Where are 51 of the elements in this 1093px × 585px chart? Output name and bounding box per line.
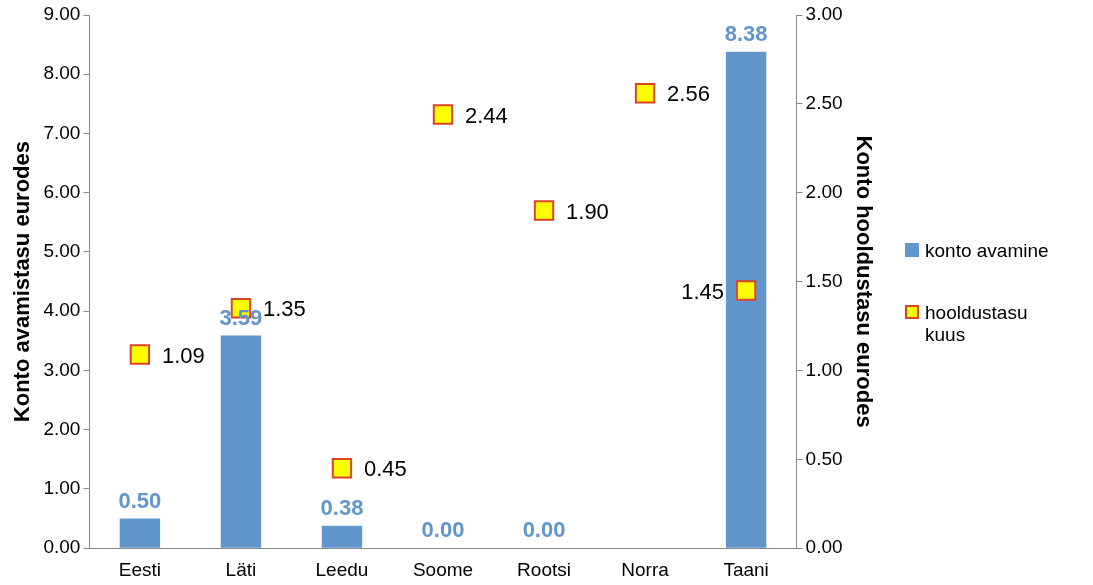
x-tick-label: Rootsi <box>517 558 571 580</box>
data-label: 0.00 <box>421 517 465 543</box>
y2-tick-label: 0.00 <box>805 536 843 558</box>
y-tick-label: 1.00 <box>43 477 81 499</box>
y2-axis-title: Konto hooldustasu eurodes <box>851 135 877 428</box>
legend-label: konto avamine <box>925 239 1049 262</box>
legend-label: hooldustasu kuus <box>925 301 1029 346</box>
point <box>331 458 353 479</box>
point <box>533 200 555 221</box>
data-label: 1.90 <box>566 198 609 224</box>
data-label: 2.56 <box>667 81 710 107</box>
y2-tick-label: 1.50 <box>805 269 843 291</box>
x-tick-label: Leedu <box>315 558 369 580</box>
point <box>634 83 656 104</box>
data-label: 0.45 <box>363 456 407 482</box>
point <box>735 280 757 301</box>
data-label: 8.38 <box>724 20 768 46</box>
y-tick-label: 2.00 <box>43 417 81 439</box>
x-tick-label: Soome <box>412 558 474 580</box>
y2-tick-label: 1.00 <box>805 358 843 380</box>
y2-tick-label: 2.00 <box>805 180 843 202</box>
bar <box>321 525 363 548</box>
y-tick-label: 7.00 <box>43 121 81 143</box>
y-tick-label: 5.00 <box>43 240 81 262</box>
y2-tick-label: 2.50 <box>805 92 843 114</box>
y-tick-label: 8.00 <box>43 62 81 84</box>
y-tick-label: 4.00 <box>43 299 81 321</box>
bar <box>725 51 767 548</box>
y2-tick-label: 0.50 <box>805 447 843 469</box>
y-axis-title: Konto avamistasu eurodes <box>9 141 35 423</box>
y-tick-label: 6.00 <box>43 180 81 202</box>
data-label: 0.38 <box>320 494 364 520</box>
x-tick-label: Taani <box>723 558 769 580</box>
data-label: 0.50 <box>118 487 162 513</box>
data-label: 1.45 <box>681 278 725 304</box>
bar <box>119 518 161 548</box>
x-tick-label: Eesti <box>118 558 162 580</box>
data-label: 3.59 <box>219 304 263 330</box>
x-tick-label: Norra <box>621 558 670 580</box>
y-tick-label: 9.00 <box>43 3 81 25</box>
y-tick-label: 3.00 <box>43 358 81 380</box>
data-label: 0.00 <box>522 517 566 543</box>
y-tick-label: 0.00 <box>43 536 81 558</box>
bar <box>220 335 262 548</box>
y2-tick-label: 3.00 <box>805 3 843 25</box>
data-label: 1.09 <box>161 342 205 368</box>
point <box>129 344 151 365</box>
x-tick-label: Läti <box>225 558 257 580</box>
data-label: 2.44 <box>465 102 508 128</box>
point <box>432 104 454 125</box>
data-label: 1.35 <box>262 296 306 322</box>
